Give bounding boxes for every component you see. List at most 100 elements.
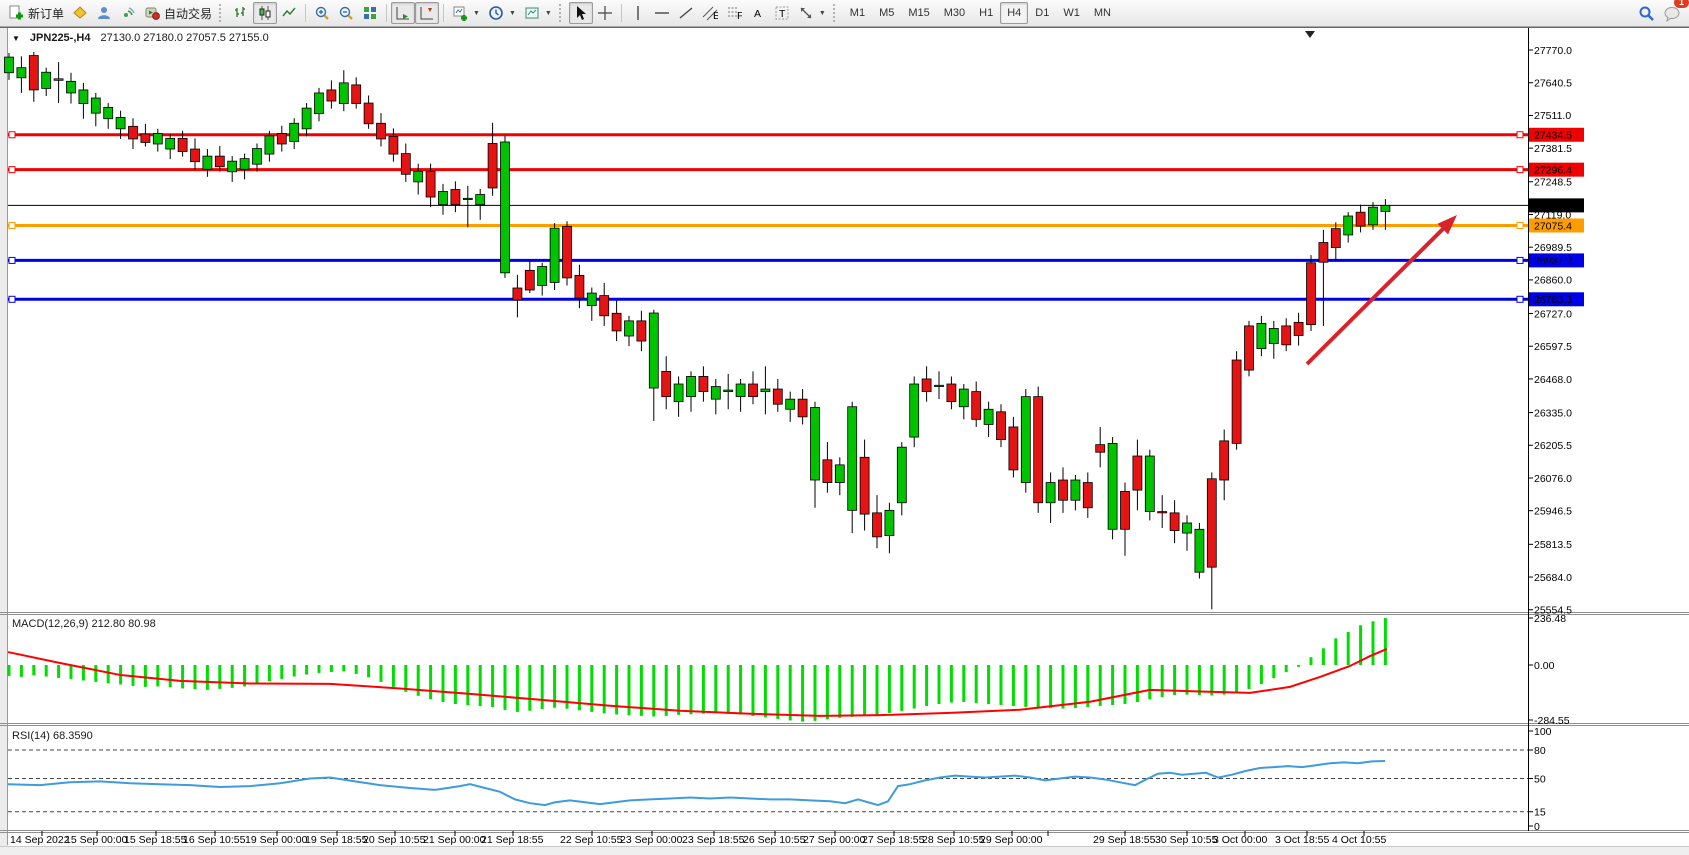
tab-timeframe-H4[interactable]: H4 — [1000, 2, 1029, 24]
chart-title-bar: ▼ JPN225-,H4 27130.0 27180.0 27057.5 271… — [12, 32, 269, 44]
svg-text:27 Sep 00:00: 27 Sep 00:00 — [803, 834, 866, 846]
svg-text:27434.5: 27434.5 — [1534, 130, 1572, 142]
new-order-button[interactable]: 新订单 — [4, 2, 68, 24]
chevron-down-icon: ▼ — [818, 9, 826, 17]
toolbar-separator — [620, 4, 622, 22]
svg-text:26 Sep 10:55: 26 Sep 10:55 — [743, 834, 806, 846]
templates-button[interactable]: ▼ — [520, 2, 556, 24]
shapes-button[interactable]: ▼ — [794, 2, 830, 24]
svg-text:27511.0: 27511.0 — [1534, 110, 1571, 122]
toolbar-grip — [558, 4, 566, 22]
clock-icon — [489, 6, 503, 20]
notifications-button[interactable]: 1 — [1659, 0, 1689, 24]
text-label-button[interactable]: T — [770, 2, 794, 24]
bar-chart-button[interactable] — [229, 2, 253, 24]
svg-text:15 Sep 00:00: 15 Sep 00:00 — [65, 834, 128, 846]
text-label-icon: T — [775, 6, 789, 20]
search-button[interactable] — [1634, 2, 1659, 24]
crosshair-icon — [597, 6, 612, 20]
equidistant-channel-button[interactable]: E — [698, 2, 722, 24]
svg-text:27075.4: 27075.4 — [1534, 220, 1572, 232]
tab-timeframe-W1[interactable]: W1 — [1056, 2, 1087, 24]
autotrading-button[interactable]: 自动交易 — [140, 2, 216, 24]
crosshair-button[interactable] — [593, 2, 617, 24]
horizontal-line-icon — [654, 12, 669, 14]
auto-scroll-icon — [396, 7, 410, 20]
svg-text:25684.0: 25684.0 — [1534, 572, 1572, 584]
status-bar — [0, 846, 1689, 855]
chat-bubble-icon — [1664, 6, 1680, 22]
line-chart-button[interactable] — [277, 2, 301, 24]
chart-ohlc-values: 27130.0 27180.0 27057.5 27155.0 — [100, 32, 269, 44]
svg-text:30 Sep 10:55: 30 Sep 10:55 — [1155, 834, 1218, 846]
svg-text:T: T — [779, 8, 786, 20]
metaeditor-icon — [73, 6, 87, 19]
new-order-icon — [9, 5, 23, 20]
chart-symbol-period: JPN225-,H4 — [29, 32, 91, 44]
tab-timeframe-D1[interactable]: D1 — [1028, 2, 1056, 24]
svg-text:26727.0: 26727.0 — [1534, 308, 1572, 320]
svg-text:E: E — [713, 10, 718, 21]
horizontal-line-button[interactable] — [650, 2, 674, 24]
bar-chart-icon — [235, 7, 246, 17]
svg-text:3 Oct 18:55: 3 Oct 18:55 — [1275, 834, 1329, 846]
svg-text:26335.0: 26335.0 — [1534, 407, 1572, 419]
toolbar-separator — [305, 4, 307, 22]
community-button[interactable] — [92, 2, 116, 24]
svg-text:27 Sep 18:55: 27 Sep 18:55 — [862, 834, 925, 846]
svg-text:27248.5: 27248.5 — [1534, 177, 1572, 189]
tab-timeframe-M5[interactable]: M5 — [872, 2, 901, 24]
chevron-down-icon: ▼ — [544, 9, 552, 17]
tab-timeframe-M30[interactable]: M30 — [937, 2, 972, 24]
toolbar-grip — [832, 4, 840, 22]
svg-text:19 Sep 00:00: 19 Sep 00:00 — [245, 834, 308, 846]
svg-text:27296.4: 27296.4 — [1534, 164, 1572, 176]
new-chart-button[interactable]: ▼ — [448, 2, 484, 24]
metaeditor-button[interactable] — [68, 2, 92, 24]
svg-text:236.48: 236.48 — [1534, 613, 1566, 625]
svg-text:21 Sep 00:00: 21 Sep 00:00 — [423, 834, 486, 846]
svg-text:26783.3: 26783.3 — [1534, 294, 1572, 306]
periods-button[interactable]: ▼ — [484, 2, 520, 24]
new-order-label: 新订单 — [28, 6, 65, 21]
tab-timeframe-M15[interactable]: M15 — [901, 2, 936, 24]
svg-text:29 Sep 00:00: 29 Sep 00:00 — [980, 834, 1043, 846]
svg-text:26468.0: 26468.0 — [1534, 374, 1572, 386]
zoom-in-button[interactable] — [310, 2, 334, 24]
svg-text:26076.0: 26076.0 — [1534, 473, 1572, 485]
auto-scroll-button[interactable] — [391, 2, 416, 24]
tile-windows-button[interactable] — [358, 2, 382, 24]
text-button[interactable]: A — [746, 2, 770, 24]
one-click-trading-toggle[interactable]: ▼ — [12, 33, 20, 43]
text-icon: A — [754, 8, 761, 20]
trendline-button[interactable] — [674, 2, 698, 24]
svg-text:26937.2: 26937.2 — [1534, 255, 1572, 267]
fibonacci-button[interactable]: F — [722, 2, 746, 24]
svg-text:27640.5: 27640.5 — [1534, 78, 1572, 90]
autotrading-label: 自动交易 — [164, 6, 213, 21]
cursor-button[interactable] — [568, 2, 593, 24]
tab-timeframe-H1[interactable]: H1 — [972, 2, 1000, 24]
timeframe-buttons: M1 M5 M15 M30 H1 H4 D1 W1 MN — [843, 0, 1118, 26]
svg-text:27770.0: 27770.0 — [1534, 45, 1572, 57]
chart-shift-button[interactable] — [415, 2, 440, 24]
svg-text:F: F — [737, 10, 742, 21]
svg-text:19 Sep 18:55: 19 Sep 18:55 — [305, 834, 368, 846]
signals-button[interactable] — [116, 2, 140, 24]
svg-text:22 Sep 10:55: 22 Sep 10:55 — [560, 834, 623, 846]
vertical-line-button[interactable] — [626, 2, 650, 24]
candlestick-chart-button[interactable] — [253, 2, 278, 24]
vertical-line-icon — [637, 6, 639, 20]
zoom-out-button[interactable] — [334, 2, 358, 24]
svg-text:3 Oct 00:00: 3 Oct 00:00 — [1213, 834, 1267, 846]
zoom-out-icon — [339, 6, 353, 20]
svg-text:16 Sep 10:55: 16 Sep 10:55 — [183, 834, 246, 846]
svg-text:25813.5: 25813.5 — [1534, 539, 1572, 551]
tab-timeframe-MN[interactable]: MN — [1087, 2, 1118, 24]
svg-text:50: 50 — [1534, 773, 1546, 785]
tab-timeframe-M1[interactable]: M1 — [843, 2, 872, 24]
shapes-icon — [800, 7, 812, 19]
chevron-down-icon: ▼ — [508, 9, 516, 17]
toolbar-separator — [443, 4, 445, 22]
